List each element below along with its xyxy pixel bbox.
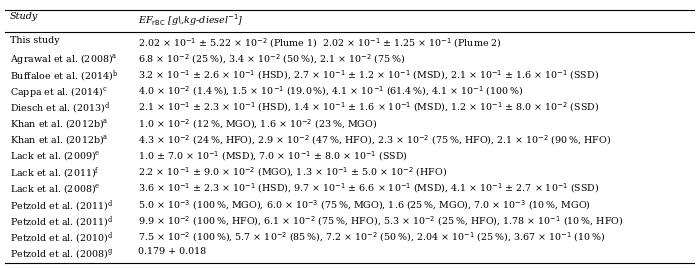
Text: 0.179 + 0.018: 0.179 + 0.018 xyxy=(138,247,206,256)
Text: Petzold et al. (2008)$^{\mathregular{g}}$: Petzold et al. (2008)$^{\mathregular{g}}… xyxy=(10,247,113,260)
Text: EF$_{\rm rBC}$ [g\,kg-diesel$^{-1}$]: EF$_{\rm rBC}$ [g\,kg-diesel$^{-1}$] xyxy=(138,12,243,28)
Text: Khan et al. (2012b)$^{\mathregular{a}}$: Khan et al. (2012b)$^{\mathregular{a}}$ xyxy=(10,117,108,130)
Text: Petzold et al. (2011)$^{\mathregular{d}}$: Petzold et al. (2011)$^{\mathregular{d}}… xyxy=(10,214,113,230)
Text: 2.02 × 10$^{-1}$ ± 5.22 × 10$^{-2}$ (Plume 1)  2.02 × 10$^{-1}$ ± 1.25 × 10$^{-1: 2.02 × 10$^{-1}$ ± 5.22 × 10$^{-2}$ (Plu… xyxy=(138,36,501,50)
Text: Lack et al. (2009)$^{\mathregular{e}}$: Lack et al. (2009)$^{\mathregular{e}}$ xyxy=(10,150,101,162)
Text: Lack et al. (2011)$^{\mathregular{f}}$: Lack et al. (2011)$^{\mathregular{f}}$ xyxy=(10,166,99,181)
Text: Cappa et al. (2014)$^{\mathregular{c}}$: Cappa et al. (2014)$^{\mathregular{c}}$ xyxy=(10,85,108,99)
Text: Lack et al. (2008)$^{\mathregular{e}}$: Lack et al. (2008)$^{\mathregular{e}}$ xyxy=(10,182,101,195)
Text: 9.9 × 10$^{-2}$ (100 %, HFO), 6.1 × 10$^{-2}$ (75 %, HFO), 5.3 × 10$^{-2}$ (25 %: 9.9 × 10$^{-2}$ (100 %, HFO), 6.1 × 10$^… xyxy=(138,214,623,228)
Text: 6.8 × 10$^{-2}$ (25 %), 3.4 × 10$^{-2}$ (50 %), 2.1 × 10$^{-2}$ (75 %): 6.8 × 10$^{-2}$ (25 %), 3.4 × 10$^{-2}$ … xyxy=(138,52,405,66)
Text: This study: This study xyxy=(10,36,59,45)
Text: Agrawal et al. (2008)$^{\mathregular{a}}$: Agrawal et al. (2008)$^{\mathregular{a}}… xyxy=(10,52,117,66)
Text: 1.0 × 10$^{-2}$ (12 %, MGO), 1.6 × 10$^{-2}$ (23 %, MGO): 1.0 × 10$^{-2}$ (12 %, MGO), 1.6 × 10$^{… xyxy=(138,117,377,131)
Text: Study: Study xyxy=(10,12,38,21)
Text: 3.2 × 10$^{-1}$ ± 2.6 × 10$^{-1}$ (HSD), 2.7 × 10$^{-1}$ ± 1.2 × 10$^{-1}$ (MSD): 3.2 × 10$^{-1}$ ± 2.6 × 10$^{-1}$ (HSD),… xyxy=(138,68,599,82)
Text: 3.6 × 10$^{-1}$ ± 2.3 × 10$^{-1}$ (HSD), 9.7 × 10$^{-1}$ ± 6.6 × 10$^{-1}$ (MSD): 3.6 × 10$^{-1}$ ± 2.3 × 10$^{-1}$ (HSD),… xyxy=(138,182,599,195)
Text: Khan et al. (2012b)$^{\mathregular{a}}$: Khan et al. (2012b)$^{\mathregular{a}}$ xyxy=(10,133,108,146)
Text: 1.0 ± 7.0 × 10$^{-1}$ (MSD), 7.0 × 10$^{-1}$ ± 8.0 × 10$^{-1}$ (SSD): 1.0 ± 7.0 × 10$^{-1}$ (MSD), 7.0 × 10$^{… xyxy=(138,150,408,163)
Text: Petzold et al. (2010)$^{\mathregular{d}}$: Petzold et al. (2010)$^{\mathregular{d}}… xyxy=(10,230,113,246)
Text: 2.1 × 10$^{-1}$ ± 2.3 × 10$^{-1}$ (HSD), 1.4 × 10$^{-1}$ ± 1.6 × 10$^{-1}$ (MSD): 2.1 × 10$^{-1}$ ± 2.3 × 10$^{-1}$ (HSD),… xyxy=(138,101,599,114)
Text: 7.5 × 10$^{-2}$ (100 %), 5.7 × 10$^{-2}$ (85 %), 7.2 × 10$^{-2}$ (50 %), 2.04 × : 7.5 × 10$^{-2}$ (100 %), 5.7 × 10$^{-2}$… xyxy=(138,230,605,244)
Text: 2.2 × 10$^{-1}$ ± 9.0 × 10$^{-2}$ (MGO), 1.3 × 10$^{-1}$ ± 5.0 × 10$^{-2}$ (HFO): 2.2 × 10$^{-1}$ ± 9.0 × 10$^{-2}$ (MGO),… xyxy=(138,166,447,179)
Text: 4.0 × 10$^{-2}$ (1.4 %), 1.5 × 10$^{-1}$ (19.0 %), 4.1 × 10$^{-1}$ (61.4 %), 4.1: 4.0 × 10$^{-2}$ (1.4 %), 1.5 × 10$^{-1}$… xyxy=(138,85,524,98)
Text: Diesch et al. (2013)$^{\mathregular{d}}$: Diesch et al. (2013)$^{\mathregular{d}}$ xyxy=(10,101,110,116)
Text: Petzold et al. (2011)$^{\mathregular{d}}$: Petzold et al. (2011)$^{\mathregular{d}}… xyxy=(10,198,113,214)
Text: Buffaloe et al. (2014)$^{\mathregular{b}}$: Buffaloe et al. (2014)$^{\mathregular{b}… xyxy=(10,68,117,84)
Text: 5.0 × 10$^{-3}$ (100 %, MGO), 6.0 × 10$^{-3}$ (75 %, MGO), 1.6 (25 %, MGO), 7.0 : 5.0 × 10$^{-3}$ (100 %, MGO), 6.0 × 10$^… xyxy=(138,198,591,212)
Text: 4.3 × 10$^{-2}$ (24 %, HFO), 2.9 × 10$^{-2}$ (47 %, HFO), 2.3 × 10$^{-2}$ (75 %,: 4.3 × 10$^{-2}$ (24 %, HFO), 2.9 × 10$^{… xyxy=(138,133,611,147)
